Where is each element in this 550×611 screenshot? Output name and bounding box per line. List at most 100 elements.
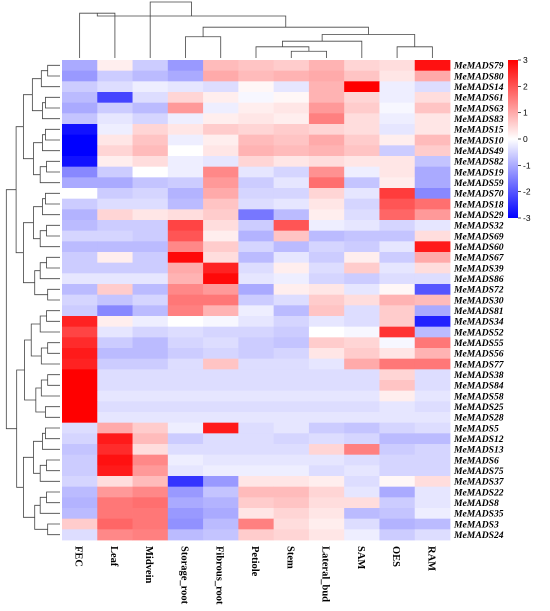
heatmap-cell xyxy=(167,145,204,157)
heatmap-cell xyxy=(308,476,345,488)
color-bar-tick-label: -2 xyxy=(523,187,531,197)
heatmap-cell xyxy=(344,209,380,221)
column-label: Leaf xyxy=(108,546,119,567)
heatmap-cell xyxy=(273,241,310,253)
heatmap-cell xyxy=(62,316,98,328)
heatmap-cell xyxy=(132,102,169,114)
heatmap-cell xyxy=(379,60,416,72)
heatmap-cell xyxy=(308,177,345,189)
heatmap-cell xyxy=(132,444,169,456)
heatmap-cell xyxy=(273,433,310,445)
heatmap-cell xyxy=(167,497,204,509)
heatmap-cell xyxy=(414,209,451,221)
heatmap-cell xyxy=(273,486,310,498)
heatmap-cell xyxy=(379,401,416,413)
row-label: MeMADS29 xyxy=(453,210,504,221)
dendrogram-branch xyxy=(47,342,60,354)
heatmap-cell xyxy=(132,188,169,200)
heatmap-cell xyxy=(167,198,204,210)
heatmap-cell xyxy=(414,316,451,328)
heatmap-cell xyxy=(62,369,98,381)
heatmap-cell xyxy=(379,102,416,114)
heatmap-cell xyxy=(344,230,380,242)
heatmap-cell xyxy=(379,294,416,306)
heatmap-cell xyxy=(414,497,451,509)
heatmap-cell xyxy=(203,241,239,253)
dendrogram-branch xyxy=(40,70,60,88)
heatmap-cell xyxy=(132,198,169,210)
heatmap-cell xyxy=(97,156,133,168)
heatmap-cell xyxy=(308,518,345,530)
heatmap-cell xyxy=(203,209,239,221)
heatmap-cell xyxy=(97,145,133,157)
heatmap-cell xyxy=(97,358,133,370)
heatmap-cell xyxy=(97,60,133,72)
heatmap-cell xyxy=(414,284,451,296)
row-label: MeMADS25 xyxy=(453,402,504,413)
heatmap-cell xyxy=(132,262,169,274)
heatmap-cell xyxy=(308,230,345,242)
heatmap-cell xyxy=(273,305,310,317)
heatmap-cell xyxy=(273,497,310,509)
row-label: MeMADS10 xyxy=(453,135,504,146)
heatmap-cell xyxy=(62,390,98,402)
heatmap-cell xyxy=(167,326,204,338)
heatmap-cell xyxy=(308,529,345,541)
heatmap-cell xyxy=(379,422,416,434)
heatmap-cell xyxy=(62,412,98,424)
heatmap-cell xyxy=(273,134,310,146)
dendrogram-branch xyxy=(47,523,60,536)
heatmap-cell xyxy=(132,380,169,392)
heatmap-cell xyxy=(167,486,204,498)
heatmap-cell xyxy=(238,124,275,136)
heatmap-cell xyxy=(344,220,380,232)
heatmap-cell xyxy=(308,316,345,328)
heatmap-cell xyxy=(414,433,451,445)
heatmap-cell xyxy=(308,145,345,157)
row-label: MeMADS61 xyxy=(453,93,504,104)
heatmap-cell xyxy=(238,305,275,317)
dendrogram-branch xyxy=(46,491,60,504)
heatmap-cell xyxy=(132,177,169,189)
heatmap-cell xyxy=(97,316,133,328)
heatmap-cell xyxy=(379,262,416,274)
dendrogram-branch xyxy=(45,427,60,440)
heatmap-cell xyxy=(97,198,133,210)
dendrogram-branch xyxy=(40,379,60,397)
heatmap-cell xyxy=(414,380,451,392)
dendrogram-branch xyxy=(39,496,60,514)
row-label: MeMADS12 xyxy=(453,434,504,445)
color-bar-tick-label: 3 xyxy=(523,55,528,65)
heatmap-cell xyxy=(238,518,275,530)
heatmap-cell xyxy=(379,92,416,104)
heatmap-cell xyxy=(203,454,239,466)
heatmap-cell xyxy=(132,92,169,104)
heatmap-cell xyxy=(273,252,310,264)
heatmap-cell xyxy=(238,326,275,338)
heatmap-cell xyxy=(167,209,204,221)
heatmap-cell xyxy=(273,188,310,200)
heatmap-cell xyxy=(203,81,239,93)
heatmap-cell xyxy=(308,348,345,360)
column-label: RAM xyxy=(425,546,436,571)
heatmap-cell xyxy=(414,326,451,338)
heatmap-cell xyxy=(308,124,345,136)
heatmap-cell xyxy=(308,198,345,210)
dendrogram-branch xyxy=(79,12,116,58)
dendrogram-branch xyxy=(35,387,46,413)
heatmap-cell xyxy=(414,113,451,125)
heatmap-cell xyxy=(308,262,345,274)
heatmap-cell xyxy=(379,241,416,253)
heatmap-cell xyxy=(344,113,380,125)
dendrogram-branch xyxy=(255,46,310,58)
heatmap-cell xyxy=(308,486,345,498)
column-label: Fibrous_root xyxy=(214,546,225,605)
heatmap-cell xyxy=(132,465,169,477)
row-label: MeMADS77 xyxy=(453,359,505,370)
heatmap-cell xyxy=(414,230,451,242)
heatmap-cell xyxy=(203,273,239,285)
dendrogram-branch xyxy=(47,288,60,301)
heatmap-cell xyxy=(308,497,345,509)
heatmap-cell xyxy=(414,177,451,189)
heatmap-cell xyxy=(62,113,98,125)
